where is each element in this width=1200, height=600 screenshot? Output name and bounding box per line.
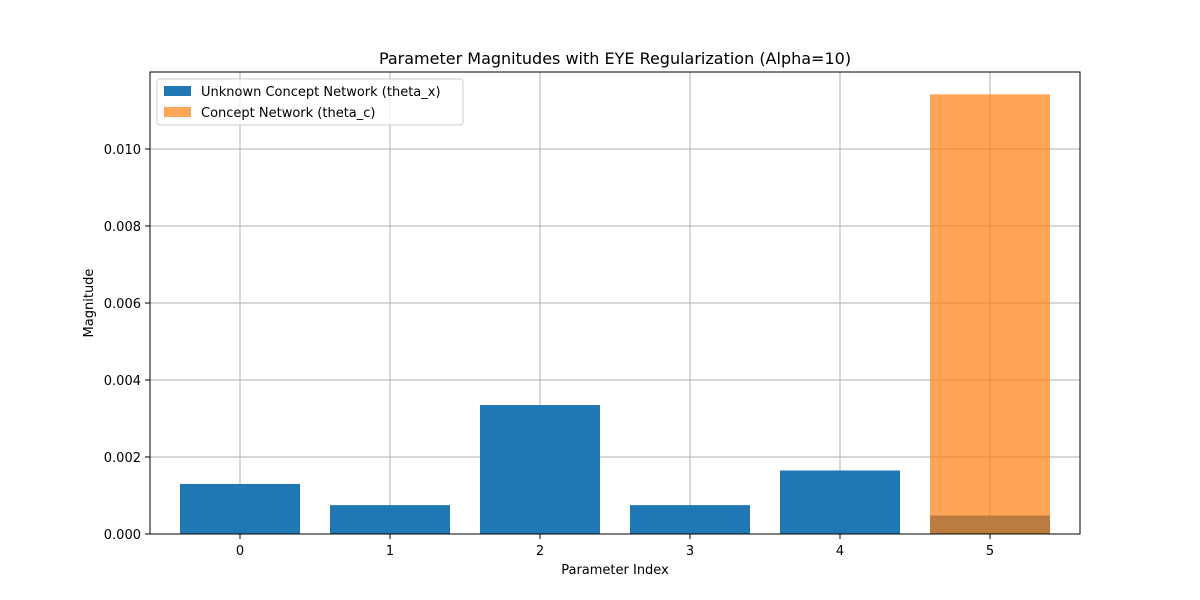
legend-label-unknown-concept-network: Unknown Concept Network (theta_x)	[201, 85, 441, 100]
bar-series-0-index-2	[480, 405, 600, 534]
x-tick-label: 0	[236, 544, 244, 559]
bars	[180, 94, 1050, 534]
y-tick-label: 0.000	[104, 528, 141, 543]
bar-series-1-index-5	[930, 94, 1050, 534]
y-tick-label: 0.004	[104, 374, 141, 389]
chart-title: Parameter Magnitudes with EYE Regulariza…	[379, 49, 851, 68]
legend-swatch-concept-network	[164, 107, 191, 117]
x-tick-label: 2	[536, 544, 544, 559]
legend-frame	[156, 78, 464, 126]
x-tick-label: 4	[836, 544, 844, 559]
x-tick-label: 5	[986, 544, 994, 559]
y-tick-label: 0.002	[104, 451, 141, 466]
y-tick-label: 0.010	[104, 143, 141, 158]
x-tick-label: 1	[386, 544, 394, 559]
legend-label-concept-network: Concept Network (theta_c)	[201, 106, 376, 121]
x-axis-ticks: 0 1 2 3 4 5	[236, 534, 994, 559]
legend-swatch-unknown-concept-network	[164, 86, 191, 96]
bar-series-0-index-0	[180, 483, 300, 534]
bar-series-0-index-1	[330, 505, 450, 534]
x-axis-label: Parameter Index	[561, 563, 669, 578]
x-tick-label: 3	[686, 544, 694, 559]
y-axis-ticks: 0.000 0.002 0.004 0.006 0.008 0.010	[104, 143, 150, 543]
bar-series-0-index-4	[780, 470, 900, 534]
legend: Unknown Concept Network (theta_x) Concep…	[156, 78, 464, 126]
y-axis-label: Magnitude	[82, 269, 97, 338]
y-tick-label: 0.008	[104, 220, 141, 235]
y-tick-label: 0.006	[104, 297, 141, 312]
bar-series-0-index-3	[630, 505, 750, 534]
